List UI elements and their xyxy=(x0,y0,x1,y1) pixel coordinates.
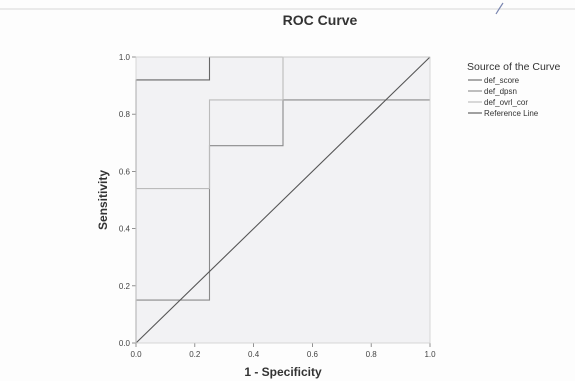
series-line-reference-line xyxy=(135,56,431,344)
x-tick-label: 0.2 xyxy=(189,350,201,359)
x-tick-label: 0.6 xyxy=(307,350,319,359)
plot-frame xyxy=(135,56,431,344)
legend-entry-label: def_ovrl_cor xyxy=(484,98,528,107)
legend: Source of the Curve def_score def_dpsndef… xyxy=(467,61,561,118)
legend-entry-label: Reference Line xyxy=(484,109,539,118)
axis-ticks: 0.0 0.2 0.4 0.6 0.8 1.0 0.0 0.2 0.4 0.6 0.8 1.0 xyxy=(119,53,436,359)
legend-entry-label: def_dpsn xyxy=(484,87,517,96)
y-tick-label: 0.6 xyxy=(119,167,131,176)
x-tick-label: 0.4 xyxy=(248,350,260,359)
y-axis-label: Sensitivity xyxy=(96,170,110,230)
y-tick-label: 0.2 xyxy=(119,282,131,291)
x-tick-label: 0.0 xyxy=(130,350,142,359)
x-tick-label: 0.8 xyxy=(366,350,378,359)
x-tick-label: 1.0 xyxy=(424,350,436,359)
legend-title: Source of the Curve xyxy=(467,61,561,73)
y-tick-label: 0.4 xyxy=(119,225,131,234)
y-tick-label: 0.0 xyxy=(119,339,131,348)
x-axis-label: 1 - Specificity xyxy=(244,365,322,379)
y-tick-label: 0.8 xyxy=(119,110,131,119)
pen-mark xyxy=(495,2,504,15)
chart-title: ROC Curve xyxy=(283,12,358,28)
legend-entry-label: def_score xyxy=(484,76,520,85)
y-tick-label: 1.0 xyxy=(119,53,131,62)
